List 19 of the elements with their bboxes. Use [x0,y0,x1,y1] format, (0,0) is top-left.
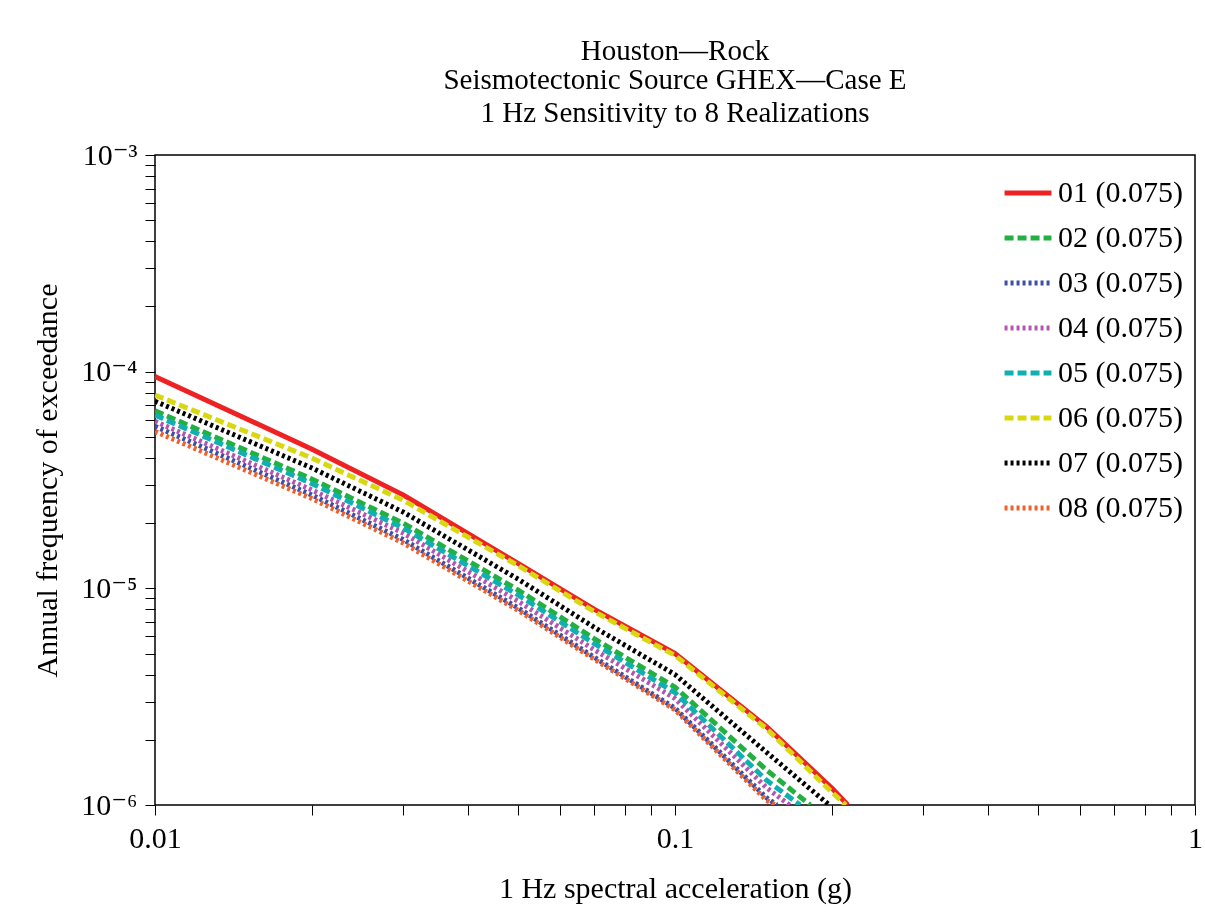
legend-label: 01 (0.075) [1058,175,1183,209]
chart-title: Houston—Rock [580,34,770,66]
legend-label: 05 (0.075) [1058,355,1183,389]
legend-label: 03 (0.075) [1058,265,1183,299]
y-axis-title: Annual frequency of exceedance [30,283,64,678]
legend-label: 07 (0.075) [1058,445,1183,479]
legend-label: 02 (0.075) [1058,220,1183,254]
x-tick-label: 0.01 [129,820,182,854]
x-axis-title: 1 Hz spectral acceleration (g) [498,870,853,905]
legend-label: 04 (0.075) [1058,310,1183,344]
legend-label: 08 (0.075) [1058,490,1183,524]
legend-label: 06 (0.075) [1058,400,1183,434]
y-tick-label: 10⁻³ [82,137,138,171]
chart-subtitle: Seismotectonic Source GHEX—Case E 1 Hz Sensitivity to 8 Realizations [443,63,907,128]
y-tick-label: 10⁻⁶ [81,787,138,821]
x-tick-label: 0.1 [656,820,695,854]
y-tick-label: 10⁻⁴ [81,354,138,388]
x-tick-label: 1 [1188,820,1203,854]
y-tick-label: 10⁻⁵ [81,570,138,604]
